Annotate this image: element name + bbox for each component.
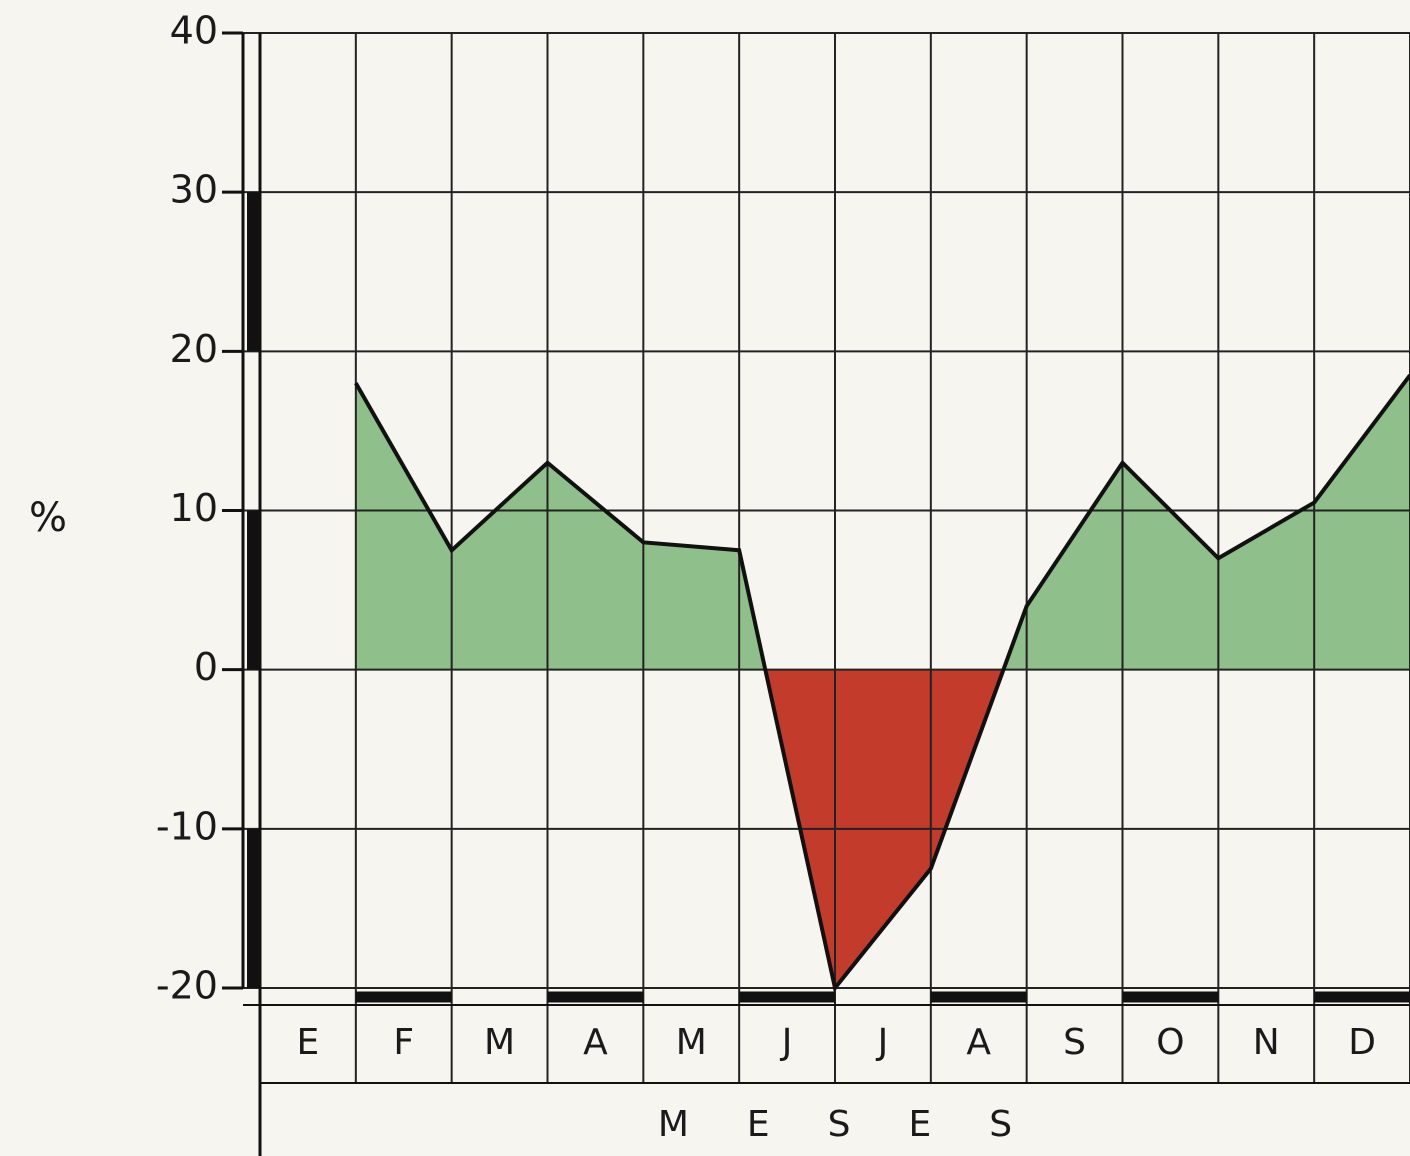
x-tick-label: E xyxy=(297,1022,320,1063)
x-tick-label: J xyxy=(780,1022,793,1063)
x-tick-label: N xyxy=(1253,1022,1280,1063)
y-tick-label: -20 xyxy=(156,964,218,1008)
x-tick-label: O xyxy=(1156,1022,1184,1063)
y-axis-label: % xyxy=(29,495,67,541)
positive-area xyxy=(355,375,1410,670)
y-tick-label: 0 xyxy=(194,645,218,689)
x-tick-label: A xyxy=(583,1022,608,1063)
x-tick-label: F xyxy=(393,1022,414,1063)
y-tick-label: 30 xyxy=(170,168,218,212)
x-tick-label: D xyxy=(1348,1022,1376,1063)
line xyxy=(354,374,1410,993)
x-axis-label: MESES xyxy=(658,1104,1070,1145)
negative-area xyxy=(355,669,1410,988)
x-tick-label: M xyxy=(676,1022,707,1063)
x-tick-label: J xyxy=(876,1022,889,1063)
x-tick-label: M xyxy=(484,1022,515,1063)
x-tick-label: S xyxy=(1063,1022,1086,1063)
y-tick-label: 20 xyxy=(170,327,218,371)
y-tick-label: 10 xyxy=(170,486,218,530)
x-tick-label: A xyxy=(966,1022,991,1063)
y-tick-label: 40 xyxy=(170,9,218,53)
y-tick-label: -10 xyxy=(156,804,218,848)
